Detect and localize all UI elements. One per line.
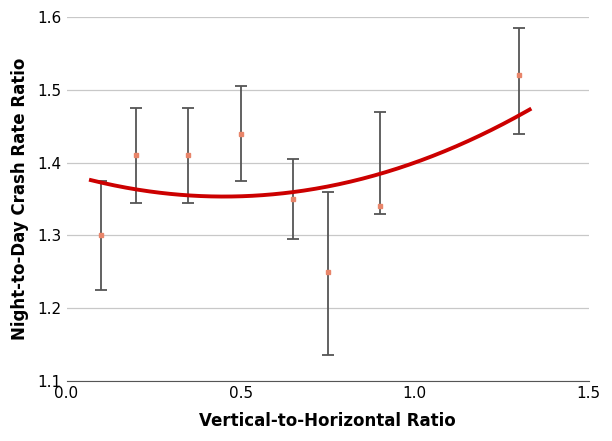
Y-axis label: Night-to-Day Crash Rate Ratio: Night-to-Day Crash Rate Ratio: [11, 58, 29, 340]
X-axis label: Vertical-to-Horizontal Ratio: Vertical-to-Horizontal Ratio: [200, 412, 456, 430]
